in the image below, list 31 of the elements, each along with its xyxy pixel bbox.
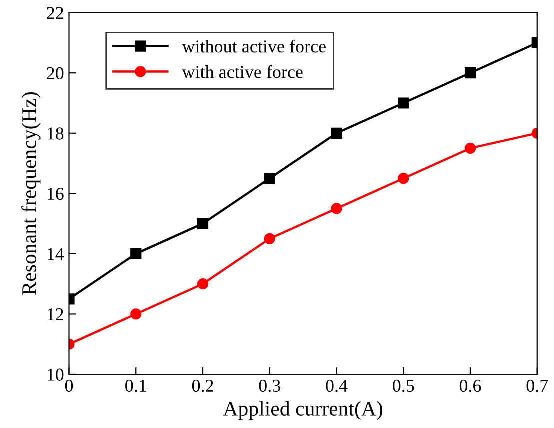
point [264,233,276,244]
x-tick-label: 0.2 [192,380,214,392]
point [130,308,142,320]
point [464,142,476,154]
point [197,278,209,290]
x-tick-label: 0 [65,380,74,392]
point [331,128,342,139]
legend-label: with active force [182,65,303,78]
x-tick-label: 0.4 [326,380,348,392]
point [464,68,476,79]
point [264,173,276,184]
y-tick-label: 10 [48,368,64,381]
y-tick-label: 22 [47,7,64,20]
y-tick-label: 20 [47,67,64,80]
legend-label: without active force [182,40,326,53]
x-tick-label: 0.3 [259,380,280,392]
x-tick-label: 0.1 [126,380,146,392]
point [197,218,209,230]
point [130,248,142,260]
x-tick-label: 0.5 [393,380,414,392]
point [398,98,410,109]
x-tick-label: 0.6 [460,380,482,392]
x-tick-label: 0.7 [526,380,548,392]
point [398,173,410,184]
y-tick-label: 16 [48,188,64,200]
y-axis-title: Resonant frequency(Hz) [22,92,41,296]
y-tick-label: 14 [48,248,64,260]
y-tick-label: 12 [48,308,64,320]
point [331,203,342,214]
y-tick-label: 18 [48,128,64,140]
x-axis-title: Applied current(A) [223,401,383,420]
